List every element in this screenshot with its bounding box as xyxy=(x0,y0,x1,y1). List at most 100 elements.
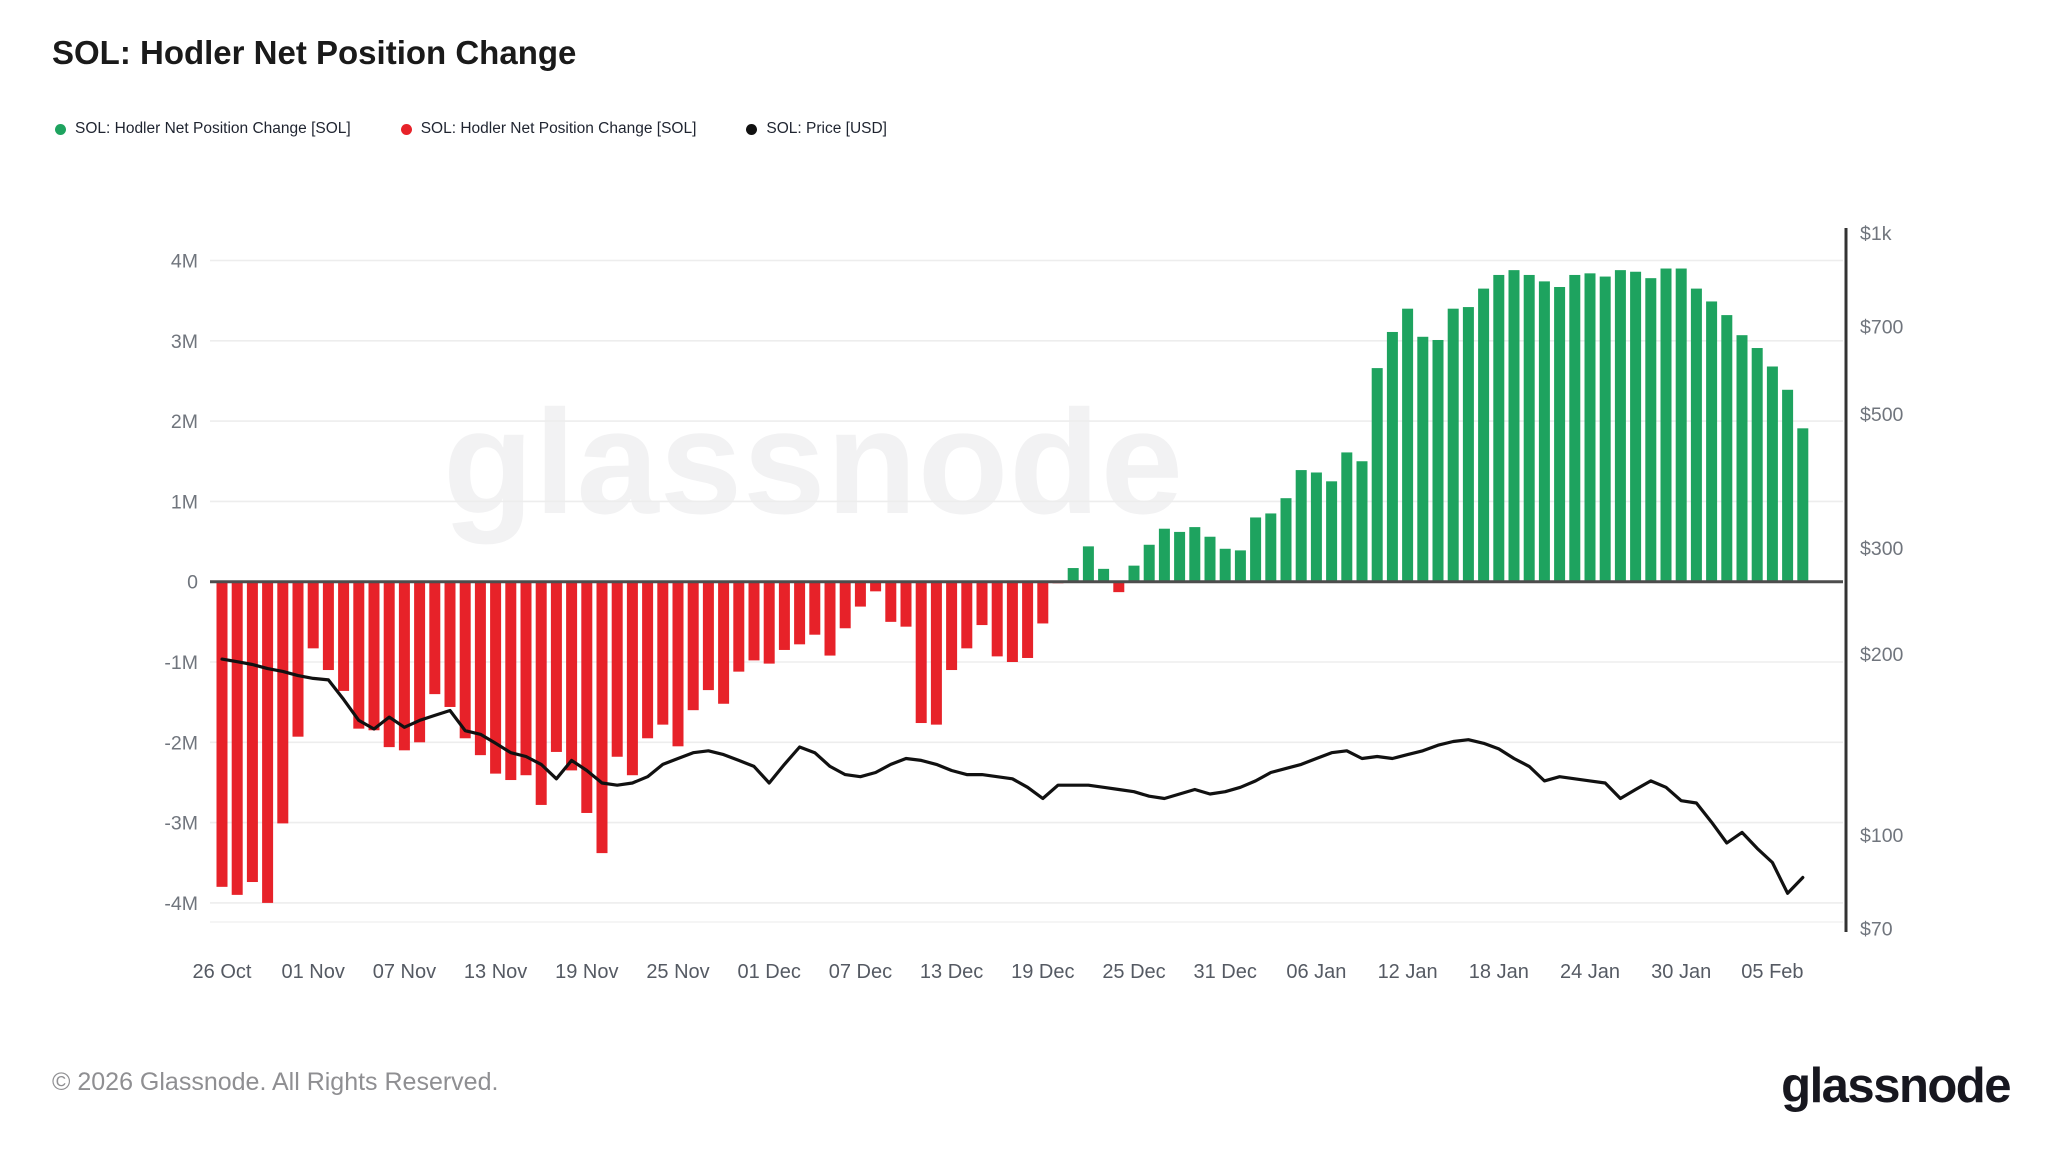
net-position-bar[interactable] xyxy=(1082,546,1094,582)
legend-item-2[interactable]: SOL: Price [USD] xyxy=(746,120,887,138)
net-position-bar[interactable] xyxy=(1219,548,1231,582)
net-position-bar[interactable] xyxy=(687,581,699,711)
net-position-bar[interactable] xyxy=(1523,274,1535,582)
net-position-bar[interactable] xyxy=(1675,268,1687,582)
net-position-bar[interactable] xyxy=(1706,301,1718,582)
net-position-bar[interactable] xyxy=(1310,472,1322,582)
net-position-bar[interactable] xyxy=(490,581,502,774)
glassnode-logo[interactable]: glassnode xyxy=(1781,1059,2011,1113)
net-position-bar[interactable] xyxy=(611,581,623,757)
net-position-bar[interactable] xyxy=(1341,452,1353,582)
net-position-bar[interactable] xyxy=(1174,531,1186,582)
net-position-bar[interactable] xyxy=(1113,581,1125,593)
net-position-bar[interactable] xyxy=(292,581,304,737)
net-position-bar[interactable] xyxy=(1751,348,1763,582)
net-position-bar[interactable] xyxy=(474,581,486,756)
net-position-bar[interactable] xyxy=(657,581,669,725)
net-position-bar[interactable] xyxy=(1630,271,1642,582)
net-position-bar[interactable] xyxy=(1204,536,1216,582)
net-position-bar[interactable] xyxy=(1660,268,1672,582)
net-position-bar[interactable] xyxy=(231,581,243,895)
net-position-bar[interactable] xyxy=(1098,568,1110,582)
legend-item-1[interactable]: SOL: Hodler Net Position Change [SOL] xyxy=(400,120,696,138)
net-position-bar[interactable] xyxy=(809,581,821,635)
net-position-bar[interactable] xyxy=(946,581,958,671)
net-position-bar[interactable] xyxy=(429,581,441,695)
net-position-bar[interactable] xyxy=(794,581,806,645)
net-position-bar[interactable] xyxy=(1645,278,1657,582)
net-position-bar[interactable] xyxy=(1538,281,1550,582)
net-position-bar[interactable] xyxy=(1067,568,1079,582)
net-position-bar[interactable] xyxy=(702,581,714,691)
net-position-bar[interactable] xyxy=(322,581,334,671)
net-position-bar[interactable] xyxy=(1189,527,1201,582)
net-position-bar[interactable] xyxy=(1432,339,1444,582)
net-position-bar[interactable] xyxy=(307,581,319,649)
net-position-bar[interactable] xyxy=(277,581,289,824)
net-position-bar[interactable] xyxy=(778,581,790,650)
net-position-bar[interactable] xyxy=(1797,428,1809,582)
net-position-bar[interactable] xyxy=(1766,366,1778,582)
net-position-bar[interactable] xyxy=(216,581,228,887)
net-position-bar[interactable] xyxy=(398,581,410,751)
net-position-bar[interactable] xyxy=(1265,513,1277,582)
net-position-bar[interactable] xyxy=(1690,288,1702,582)
net-position-bar[interactable] xyxy=(338,581,350,691)
net-position-bar[interactable] xyxy=(581,581,593,813)
net-position-bar[interactable] xyxy=(870,581,882,592)
net-position-bar[interactable] xyxy=(459,581,471,739)
net-position-bar[interactable] xyxy=(566,581,578,771)
net-position-bar[interactable] xyxy=(1386,331,1398,582)
net-position-bar[interactable] xyxy=(353,581,365,729)
net-position-bar[interactable] xyxy=(1721,315,1733,582)
net-position-bar[interactable] xyxy=(1554,286,1566,582)
net-position-bar[interactable] xyxy=(991,581,1003,657)
net-position-bar[interactable] xyxy=(1234,550,1246,582)
net-position-bar[interactable] xyxy=(839,581,851,629)
net-position-bar[interactable] xyxy=(368,581,380,731)
net-position-bar[interactable] xyxy=(1356,461,1368,582)
net-position-bar[interactable] xyxy=(672,581,684,747)
net-position-bar[interactable] xyxy=(1250,517,1262,582)
net-position-bar[interactable] xyxy=(1569,274,1581,582)
net-position-bar[interactable] xyxy=(1402,308,1414,582)
net-position-bar[interactable] xyxy=(596,581,608,854)
net-position-bar[interactable] xyxy=(1280,498,1292,582)
net-position-bar[interactable] xyxy=(1493,274,1505,582)
net-position-bar[interactable] xyxy=(733,581,745,672)
net-position-bar[interactable] xyxy=(246,581,258,883)
net-position-bar[interactable] xyxy=(961,581,973,649)
net-position-bar[interactable] xyxy=(1006,581,1018,662)
net-position-bar[interactable] xyxy=(1462,307,1474,582)
net-position-bar[interactable] xyxy=(642,581,654,739)
net-position-bar[interactable] xyxy=(854,581,866,607)
net-position-bar[interactable] xyxy=(1584,273,1596,582)
net-position-bar[interactable] xyxy=(885,581,897,622)
net-position-bar[interactable] xyxy=(550,581,562,752)
net-position-bar[interactable] xyxy=(1478,288,1490,582)
net-position-bar[interactable] xyxy=(1037,581,1049,624)
net-position-bar[interactable] xyxy=(505,581,517,781)
net-position-bar[interactable] xyxy=(1128,565,1140,582)
net-position-bar[interactable] xyxy=(748,581,760,661)
net-position-bar[interactable] xyxy=(520,581,532,776)
net-position-bar[interactable] xyxy=(1599,276,1611,582)
net-position-bar[interactable] xyxy=(262,581,274,903)
net-position-bar[interactable] xyxy=(1782,389,1794,582)
net-position-bar[interactable] xyxy=(626,581,638,776)
net-position-bar[interactable] xyxy=(1736,335,1748,582)
net-position-bar[interactable] xyxy=(900,581,912,627)
net-position-bar[interactable] xyxy=(718,581,730,704)
net-position-bar[interactable] xyxy=(915,581,927,724)
net-position-bar[interactable] xyxy=(1508,270,1520,582)
net-position-bar[interactable] xyxy=(763,581,775,664)
net-position-bar[interactable] xyxy=(1417,336,1429,582)
legend-item-0[interactable]: SOL: Hodler Net Position Change [SOL] xyxy=(55,120,351,138)
net-position-bar[interactable] xyxy=(1143,544,1155,582)
net-position-bar[interactable] xyxy=(976,581,988,626)
net-position-bar[interactable] xyxy=(1326,481,1338,582)
net-position-bar[interactable] xyxy=(1447,308,1459,582)
net-position-bar[interactable] xyxy=(535,581,547,805)
net-position-bar[interactable] xyxy=(444,581,456,707)
